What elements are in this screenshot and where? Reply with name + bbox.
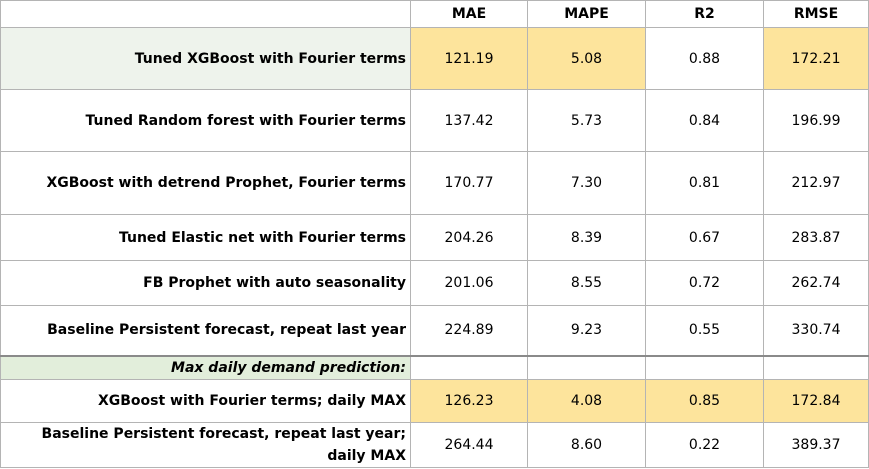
cell-mae: 126.23	[410, 379, 528, 423]
cell-mape: 4.08	[527, 379, 646, 423]
table-row: Baseline Persistent forecast, repeat las…	[0, 305, 869, 356]
column-header-r2: R2	[645, 0, 764, 28]
section-label: Max daily demand prediction:	[0, 354, 411, 380]
cell-mae: 170.77	[410, 151, 528, 215]
cell-rmse: 172.84	[763, 379, 869, 423]
table-row: FB Prophet with auto seasonality 201.06 …	[0, 260, 869, 306]
cell-r2: 0.55	[645, 305, 764, 356]
cell-r2: 0.72	[645, 260, 764, 306]
cell-mape: 5.08	[527, 27, 646, 90]
cell-r2: 0.84	[645, 89, 764, 152]
row-label: Tuned Random forest with Fourier terms	[0, 89, 411, 152]
cell-rmse: 196.99	[763, 89, 869, 152]
cell-mae: 264.44	[410, 422, 528, 468]
table-row: Tuned XGBoost with Fourier terms 121.19 …	[0, 27, 869, 90]
cell-mape: 5.73	[527, 89, 646, 152]
empty-cell	[410, 354, 528, 380]
cell-r2: 0.81	[645, 151, 764, 215]
cell-rmse: 172.21	[763, 27, 869, 90]
cell-rmse: 330.74	[763, 305, 869, 356]
table-row: Tuned Random forest with Fourier terms 1…	[0, 89, 869, 152]
column-header-mape: MAPE	[527, 0, 646, 28]
cell-mae: 204.26	[410, 214, 528, 261]
column-header-rmse: RMSE	[763, 0, 869, 28]
table-row: XGBoost with detrend Prophet, Fourier te…	[0, 151, 869, 215]
cell-mae: 201.06	[410, 260, 528, 306]
cell-mae: 137.42	[410, 89, 528, 152]
cell-mape: 8.39	[527, 214, 646, 261]
cell-mae: 224.89	[410, 305, 528, 356]
table-row: Tuned Elastic net with Fourier terms 204…	[0, 214, 869, 261]
table-row: Baseline Persistent forecast, repeat las…	[0, 422, 869, 468]
row-label: FB Prophet with auto seasonality	[0, 260, 411, 306]
empty-cell	[645, 354, 764, 380]
row-label: XGBoost with Fourier terms; daily MAX	[0, 379, 411, 423]
cell-mape: 8.60	[527, 422, 646, 468]
column-header-mae: MAE	[410, 0, 528, 28]
cell-r2: 0.22	[645, 422, 764, 468]
cell-mape: 9.23	[527, 305, 646, 356]
row-label: Baseline Persistent forecast, repeat las…	[0, 305, 411, 356]
corner-cell	[0, 0, 411, 28]
row-label: Baseline Persistent forecast, repeat las…	[0, 422, 411, 468]
row-label: Tuned XGBoost with Fourier terms	[0, 27, 411, 90]
cell-r2: 0.85	[645, 379, 764, 423]
cell-mae: 121.19	[410, 27, 528, 90]
cell-r2: 0.88	[645, 27, 764, 90]
row-label: XGBoost with detrend Prophet, Fourier te…	[0, 151, 411, 215]
empty-cell	[527, 354, 646, 380]
cell-r2: 0.67	[645, 214, 764, 261]
cell-mape: 8.55	[527, 260, 646, 306]
table-row: XGBoost with Fourier terms; daily MAX 12…	[0, 379, 869, 423]
cell-rmse: 389.37	[763, 422, 869, 468]
empty-cell	[763, 354, 869, 380]
section-header-row: Max daily demand prediction:	[0, 354, 869, 380]
cell-rmse: 212.97	[763, 151, 869, 215]
cell-rmse: 262.74	[763, 260, 869, 306]
cell-rmse: 283.87	[763, 214, 869, 261]
row-label: Tuned Elastic net with Fourier terms	[0, 214, 411, 261]
cell-mape: 7.30	[527, 151, 646, 215]
header-row: MAE MAPE R2 RMSE	[0, 0, 869, 28]
